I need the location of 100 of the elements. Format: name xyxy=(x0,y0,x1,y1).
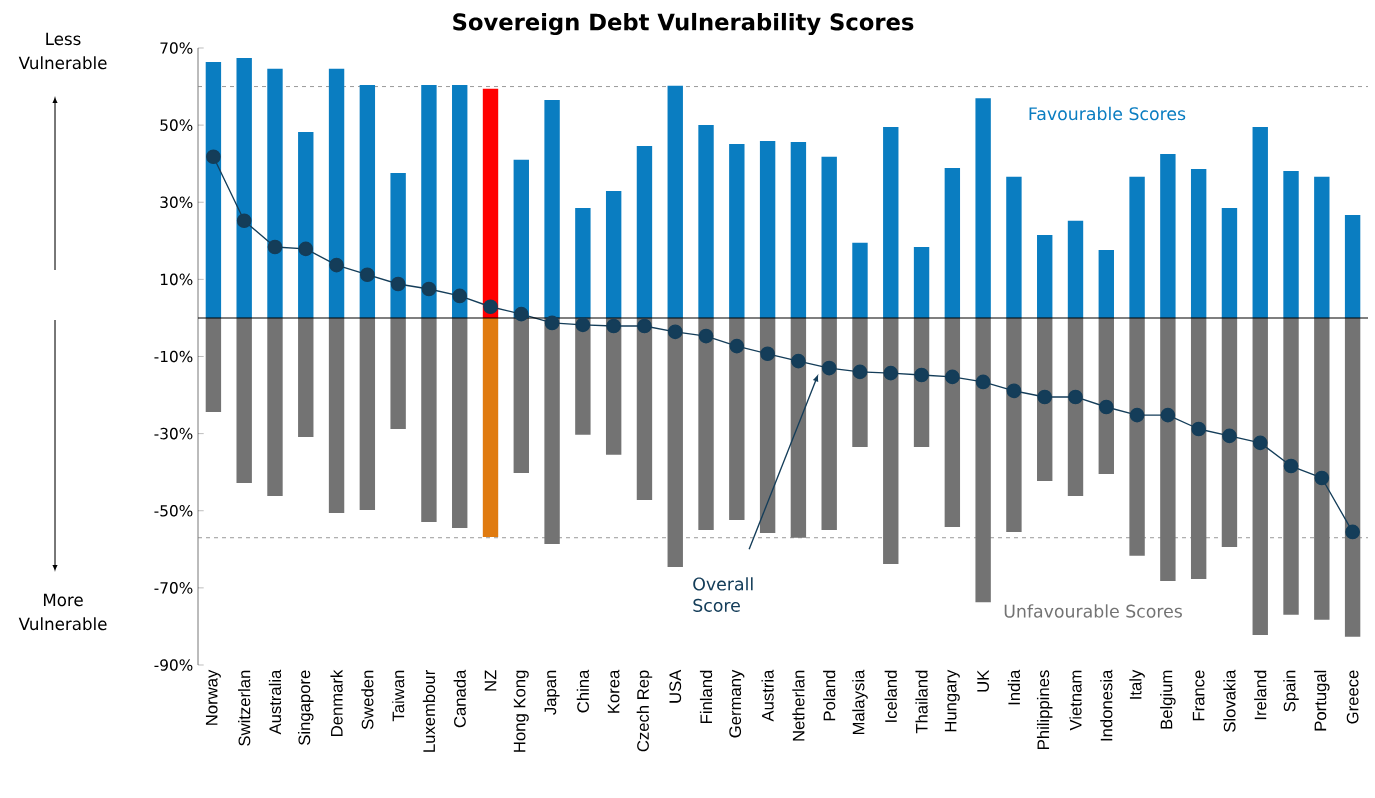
bar xyxy=(390,317,406,429)
x-tick-label: USA xyxy=(669,669,682,703)
point xyxy=(1160,407,1176,423)
point xyxy=(1191,421,1206,437)
bar xyxy=(698,125,714,318)
point xyxy=(1129,407,1145,423)
bar xyxy=(267,317,283,497)
point xyxy=(483,299,498,315)
text: Less Vulnerable xyxy=(18,32,107,70)
bar xyxy=(759,140,776,318)
x-tick-label: Belgium xyxy=(1160,670,1176,729)
bar xyxy=(1252,127,1268,318)
bar xyxy=(205,61,222,318)
bar xyxy=(852,242,868,318)
x-tick-label: Australia xyxy=(268,669,282,735)
bar xyxy=(729,317,745,520)
bar xyxy=(605,317,622,455)
x-tick-label: Czech Rep xyxy=(636,670,653,752)
bar xyxy=(1314,317,1330,620)
bar xyxy=(1098,250,1114,318)
x-tick-label: France xyxy=(1192,670,1205,721)
bar xyxy=(298,132,314,318)
bar xyxy=(236,317,252,483)
bar xyxy=(636,317,653,500)
bar xyxy=(328,68,345,318)
bar xyxy=(1190,317,1207,579)
x-tick-label: Canada xyxy=(453,669,466,728)
x-tick-label: Poland xyxy=(823,670,836,721)
bar xyxy=(1344,317,1361,637)
point xyxy=(421,281,437,297)
point xyxy=(452,288,468,304)
text: More Vulnerable xyxy=(18,593,107,631)
bar xyxy=(759,317,776,534)
bar xyxy=(944,167,961,318)
bar xyxy=(1067,220,1084,318)
point xyxy=(1314,470,1330,486)
bar xyxy=(1037,317,1053,482)
x-tick-label: India xyxy=(1007,669,1021,705)
x-tick-label: Spain xyxy=(1283,670,1299,712)
point xyxy=(513,306,529,322)
bar xyxy=(821,317,837,531)
point xyxy=(852,364,868,380)
point xyxy=(821,360,837,376)
point xyxy=(544,315,560,331)
bar xyxy=(236,58,252,318)
bar xyxy=(1221,208,1238,318)
x-tick-label: Vietnam xyxy=(1069,670,1082,731)
point xyxy=(206,149,221,165)
point xyxy=(1037,389,1053,405)
x-tick-label: Italy xyxy=(1129,669,1145,699)
y-tick-label: 10% xyxy=(160,273,193,286)
bar xyxy=(975,98,991,318)
x-tick-label: Netherlan xyxy=(792,670,805,741)
point xyxy=(1283,458,1299,474)
bar xyxy=(852,317,868,448)
bar xyxy=(328,317,345,514)
series-label: Unfavourable Scores xyxy=(1004,604,1182,618)
bar xyxy=(636,145,653,318)
bar xyxy=(1006,317,1022,532)
bar xyxy=(1283,171,1299,318)
x-tick-label: Taiwan xyxy=(392,670,405,722)
x-tick-label: Denmark xyxy=(330,669,343,736)
bar xyxy=(513,317,529,473)
x-tick-label: Philippines xyxy=(1036,670,1053,749)
x-tick-label: Hong Kong xyxy=(513,670,529,752)
bar xyxy=(790,142,807,318)
point xyxy=(791,353,806,369)
chart-title: Sovereign Debt Vulnerability Scores xyxy=(453,12,914,36)
point xyxy=(914,367,929,383)
y-tick-label: 70% xyxy=(160,42,193,54)
bar xyxy=(944,317,961,527)
bar xyxy=(605,191,622,318)
point xyxy=(729,338,745,354)
x-tick-label: UK xyxy=(977,669,989,692)
point xyxy=(575,317,591,333)
point xyxy=(606,318,621,334)
x-tick-label: Malaysia xyxy=(852,669,868,735)
y-tick-label: 30% xyxy=(160,196,193,209)
point xyxy=(1098,399,1114,415)
y-tick-label: -70% xyxy=(154,582,193,594)
x-tick-label: Norway xyxy=(205,669,221,725)
x-tick-label: Indonesia xyxy=(1100,669,1113,741)
point xyxy=(698,328,714,344)
point xyxy=(883,365,899,381)
point xyxy=(1068,389,1083,405)
point xyxy=(945,369,960,385)
x-tick-label: Switzerlan xyxy=(238,670,251,746)
text: Favourable Scores xyxy=(1029,106,1186,121)
bar xyxy=(698,317,714,531)
x-tick-label: Greece xyxy=(1346,670,1359,724)
y-tick-label: 50% xyxy=(160,119,193,131)
x-tick-label: Ireland xyxy=(1254,670,1267,720)
point xyxy=(760,346,775,362)
bar xyxy=(1283,317,1299,615)
bar xyxy=(452,317,468,529)
point xyxy=(267,239,283,255)
bar xyxy=(452,85,468,318)
bar xyxy=(913,246,930,318)
bar xyxy=(1190,169,1207,318)
bar xyxy=(667,317,683,568)
